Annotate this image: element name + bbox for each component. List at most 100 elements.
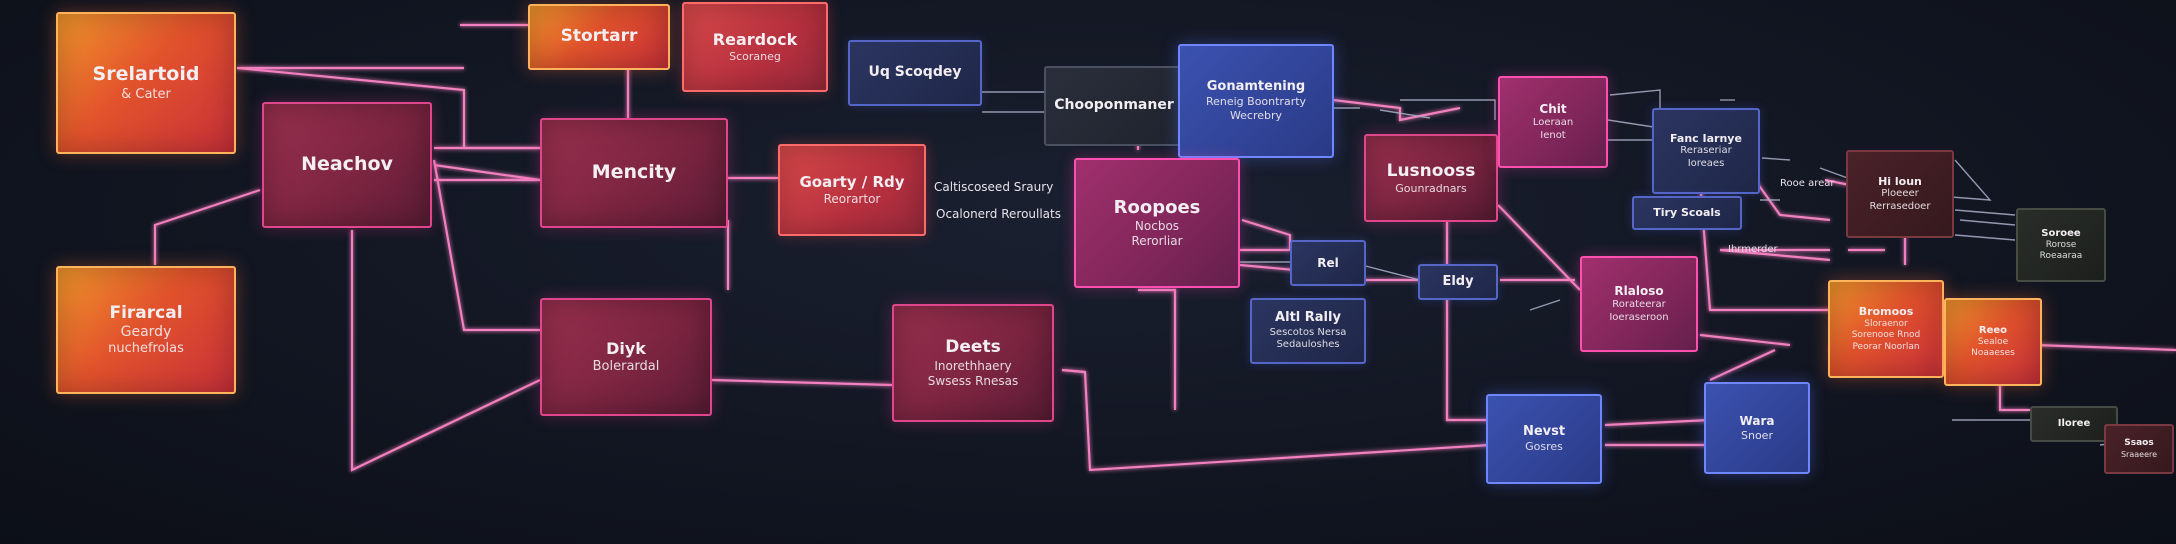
node-subtitle: Snoer (1741, 428, 1773, 442)
node-wara[interactable]: Wara Snoer (1704, 382, 1810, 474)
connector (1954, 209, 2016, 216)
node-subtitle: Sorenooe Rnod (1851, 330, 1921, 341)
node-diyk[interactable]: Diyk Bolerardal (540, 298, 712, 416)
node-title: Lusnooss (1386, 160, 1476, 181)
node-rel[interactable]: Rel (1290, 240, 1366, 286)
node-title: Eldy (1442, 273, 1474, 289)
node-goarty[interactable]: Goarty / Rdy Reorartor (778, 144, 926, 236)
connector (1241, 218, 1292, 250)
connector-label: Ocalonerd Reroullats (936, 207, 1061, 221)
node-subtitle: Sescotos Nersa (1269, 326, 1347, 338)
connector (1754, 179, 1831, 222)
connector (1400, 99, 1496, 120)
connector (153, 188, 261, 265)
connector (1239, 263, 1296, 272)
node-subtitle: Geardy (120, 323, 172, 340)
node-hi-loun[interactable]: Hi loun Ploeeer Rerrasedoer (1846, 150, 1954, 238)
connector-label: Caltiscoseed Sraury (934, 180, 1054, 194)
node-title: Stortarr (560, 26, 638, 47)
node-fanc-iarnye[interactable]: Fanc Iarnye Reraseriar Ioreaes (1652, 108, 1760, 194)
connector (1497, 204, 1581, 291)
connector (1061, 368, 1086, 374)
node-title: Wara (1739, 413, 1775, 428)
node-deets[interactable]: Deets Inorethhaery Swsess Rnesas (892, 304, 1054, 422)
connector (1445, 220, 1490, 422)
connector (2034, 343, 2176, 352)
node-subtitle: Nocbos (1134, 219, 1180, 234)
node-title: Ssaos (2124, 438, 2154, 449)
node-tiry-scoals[interactable]: Tiry Scoals (1632, 196, 1742, 230)
node-lusnooss[interactable]: Lusnooss Gounradnars (1364, 134, 1498, 222)
node-title: Chit (1539, 102, 1567, 116)
node-title: Uq Scoqdey (868, 64, 962, 81)
node-reardock[interactable]: Reardock Scoraneg (682, 2, 828, 92)
node-nevst[interactable]: Nevst Gosres (1486, 394, 1602, 484)
connector (1379, 109, 1431, 119)
connector-label: Ihrmerder (1728, 244, 1778, 255)
node-title: Roopoes (1113, 196, 1201, 218)
node-subtitle: Wecrebry (1229, 109, 1283, 123)
connector (433, 163, 541, 182)
node-srelartoid[interactable]: Srelartoid & Cater (56, 12, 236, 154)
node-bromoos[interactable]: Bromoos Sloraenor Sorenooe Rnod Peorar N… (1828, 280, 1944, 378)
connector (1604, 418, 1711, 427)
connector (1699, 333, 1791, 347)
node-title: Goarty / Rdy (799, 173, 905, 192)
node-title: Chooponmaner (1054, 97, 1174, 114)
node-rlaloso[interactable]: Rlaloso Rorateerar Ioeraseroon (1580, 256, 1698, 352)
node-subtitle: Rorateerar (1612, 299, 1666, 310)
node-title: Reeo (1978, 324, 2008, 336)
node-subtitle: Ienot (1540, 129, 1566, 141)
node-gonamtening[interactable]: Gonamtening Reneig Boontrarty Wecrebry (1178, 44, 1334, 158)
node-subtitle: Reneig Boontrarty (1205, 95, 1307, 109)
node-mencity[interactable]: Mencity (540, 118, 728, 228)
node-title: Reardock (712, 30, 798, 50)
node-title: Fanc Iarnye (1670, 131, 1742, 145)
node-title: Altl Rally (1275, 310, 1341, 326)
node-subtitle: Ioreaes (1687, 157, 1725, 169)
node-subtitle: Bolerardal (592, 358, 660, 374)
node-title: Soroee (2041, 227, 2081, 239)
node-subtitle: Ioeraseroon (1609, 311, 1669, 323)
node-firarcal[interactable]: Firarcal Geardy nuchefrolas (56, 266, 236, 394)
node-subtitle: Gounradnars (1395, 181, 1467, 195)
node-title: Diyk (606, 338, 646, 358)
node-subtitle: & Cater (121, 86, 171, 102)
connector (432, 159, 540, 332)
connector (1761, 157, 1791, 161)
connector (1719, 248, 1831, 262)
node-subtitle: Gosres (1525, 440, 1563, 454)
connector (1607, 119, 1661, 129)
node-title: Gonamtening (1206, 79, 1306, 95)
node-subtitle: Rerrasedoer (1869, 200, 1931, 212)
connector-label: Rooe arear (1780, 178, 1835, 189)
node-subtitle: Loeraan (1532, 117, 1574, 128)
node-eldy[interactable]: Eldy (1418, 264, 1498, 300)
node-reeo[interactable]: Reeo Sealoe Noaaeses (1944, 298, 2042, 386)
connector (1954, 234, 2016, 241)
node-subtitle: Swsess Rnesas (927, 373, 1019, 388)
node-soroee[interactable]: Soroee Rorose Roeaaraa (2016, 208, 2106, 282)
node-altl-rally[interactable]: Altl Rally Sescotos Nersa Sedauloshes (1250, 298, 1366, 364)
connector (1529, 299, 1561, 311)
node-roopoes[interactable]: Roopoes Nocbos Rerorliar (1074, 158, 1240, 288)
node-subtitle: Ploeeer (1881, 188, 1919, 200)
node-ssaos[interactable]: Ssaos Sraaeere (2104, 424, 2174, 474)
node-subtitle: Rorose (2045, 240, 2077, 250)
node-title: Rel (1317, 255, 1339, 270)
connector (1959, 219, 2016, 226)
node-chit[interactable]: Chit Loeraan Ienot (1498, 76, 1608, 168)
node-subtitle: nuchefrolas (108, 341, 184, 357)
node-stortarr[interactable]: Stortarr (528, 4, 670, 70)
node-chooponmaner[interactable]: Chooponmaner (1044, 66, 1184, 146)
node-subtitle: Sloraenor (1864, 319, 1908, 329)
node-title: Mencity (591, 161, 677, 184)
node-title: Tiry Scoals (1653, 206, 1721, 220)
node-subtitle: Reorartor (823, 191, 881, 206)
node-neachov[interactable]: Neachov (262, 102, 432, 228)
node-title: Rlaloso (1614, 284, 1664, 298)
node-uq-scoqdey[interactable]: Uq Scoqdey (848, 40, 982, 106)
node-title: Bromoos (1858, 305, 1914, 319)
node-iloree[interactable]: Iloree (2030, 406, 2118, 442)
